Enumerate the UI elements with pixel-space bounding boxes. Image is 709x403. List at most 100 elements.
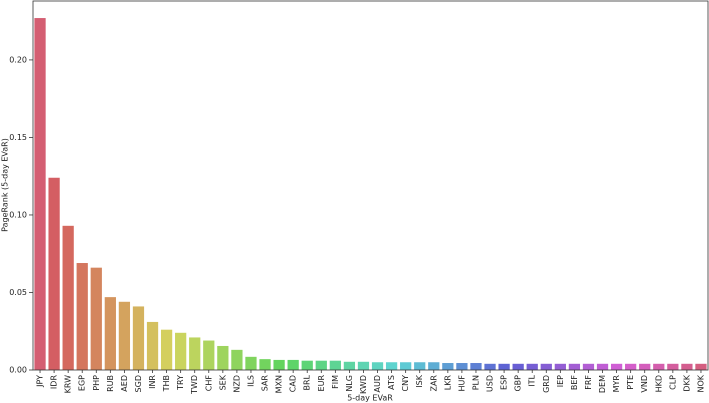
x-tick-label: KRW xyxy=(64,375,73,393)
x-tick-label: SEK xyxy=(218,374,227,390)
x-tick-label: ITL xyxy=(528,374,537,386)
bar xyxy=(610,363,623,370)
bar xyxy=(554,363,566,370)
bar xyxy=(639,363,651,370)
x-tick-label: JPY xyxy=(36,375,45,388)
x-tick-label: EUR xyxy=(317,375,326,392)
x-tick-label: PTE xyxy=(626,375,635,390)
bar xyxy=(343,361,356,370)
bar xyxy=(484,363,496,370)
x-tick-label: BRL xyxy=(303,374,312,390)
x-tick-label: FRF xyxy=(584,375,593,390)
x-tick-label: HKD xyxy=(654,375,663,392)
x-tick-label: KWD xyxy=(359,375,368,394)
bar xyxy=(667,363,679,370)
bar xyxy=(217,345,229,370)
bar xyxy=(315,360,327,370)
x-tick-label: NOK xyxy=(696,374,705,392)
x-tick-label: DEM xyxy=(598,375,607,393)
bar xyxy=(442,363,454,370)
x-tick-label: CHF xyxy=(204,375,213,392)
bar xyxy=(146,321,159,370)
bar xyxy=(160,329,173,370)
x-tick-label: TWD xyxy=(190,375,199,395)
bar xyxy=(231,349,243,370)
bar xyxy=(357,361,370,370)
x-tick-label: DKK xyxy=(682,374,691,391)
x-tick-label: GRD xyxy=(542,375,551,393)
x-tick-label: SAR xyxy=(261,375,270,392)
x-tick-label: HUF xyxy=(457,375,466,392)
x-tick-label: VND xyxy=(640,375,649,393)
bar xyxy=(512,363,524,370)
bar xyxy=(245,356,257,370)
x-tick-label: FIM xyxy=(331,375,340,389)
bar xyxy=(414,362,426,370)
x-tick-label: NLG xyxy=(345,375,354,392)
bar xyxy=(428,362,440,370)
bar xyxy=(400,362,412,370)
bar xyxy=(653,363,665,370)
y-tick-label: 0.00 xyxy=(9,366,27,375)
y-tick-label: 0.05 xyxy=(9,288,27,297)
x-tick-label: PLN xyxy=(471,375,480,390)
x-tick-label: USD xyxy=(486,375,495,392)
x-tick-label: RUB xyxy=(106,375,115,392)
x-tick-label: INR xyxy=(148,375,157,389)
x-tick-label: IEP xyxy=(556,375,565,387)
x-tick-label: AED xyxy=(120,375,129,392)
x-tick-label: MYR xyxy=(612,375,621,393)
x-tick-label: CNY xyxy=(401,375,410,392)
bar xyxy=(456,363,468,370)
bar xyxy=(371,362,384,370)
bar xyxy=(681,363,693,370)
x-tick-label: ZAR xyxy=(429,375,438,392)
y-axis-label: PageRank (5-day EVaR) xyxy=(1,138,10,232)
bar xyxy=(301,360,313,370)
x-tick-label: MXN xyxy=(275,375,284,393)
bar xyxy=(526,363,538,370)
x-tick-label: EGP xyxy=(78,375,87,391)
bar xyxy=(568,363,581,370)
bar xyxy=(175,332,187,370)
x-axis-label: 5-day EVaR xyxy=(347,394,393,403)
x-tick-label: TRY xyxy=(176,375,185,391)
bar xyxy=(695,363,707,370)
x-tick-label: BEF xyxy=(570,375,579,391)
x-tick-label: IDR xyxy=(50,375,59,390)
x-tick-label: ISK xyxy=(415,374,424,387)
y-tick-label: 0.15 xyxy=(9,133,27,142)
bar xyxy=(259,359,271,370)
bar xyxy=(273,359,285,370)
x-tick-label: ESP xyxy=(500,375,509,390)
bar xyxy=(132,306,145,370)
bar xyxy=(189,337,201,370)
x-tick-label: CAD xyxy=(289,375,298,392)
y-tick-label: 0.10 xyxy=(9,210,27,219)
bar xyxy=(76,263,88,370)
x-tick-label: PHP xyxy=(92,375,101,391)
bar xyxy=(540,363,552,370)
bar xyxy=(385,362,398,370)
bar xyxy=(596,363,609,370)
x-tick-label: ATS xyxy=(387,375,396,390)
y-tick-label: 0.20 xyxy=(9,55,27,64)
x-tick-label: CLP xyxy=(668,375,677,390)
x-tick-label: THB xyxy=(162,375,171,392)
bar xyxy=(62,225,74,370)
bar xyxy=(329,360,341,370)
x-tick-label: ILS xyxy=(246,375,255,387)
bar xyxy=(287,359,299,370)
bar xyxy=(48,177,60,370)
x-tick-label: SGD xyxy=(134,375,143,392)
x-tick-label: GBP xyxy=(514,375,523,392)
x-tick-label: LKR xyxy=(443,375,452,391)
bar xyxy=(582,363,595,370)
bar xyxy=(104,297,116,370)
x-tick-label: NZD xyxy=(232,375,241,393)
bar xyxy=(498,363,510,370)
bar xyxy=(34,18,46,370)
bar xyxy=(203,340,215,370)
bar xyxy=(470,363,482,370)
